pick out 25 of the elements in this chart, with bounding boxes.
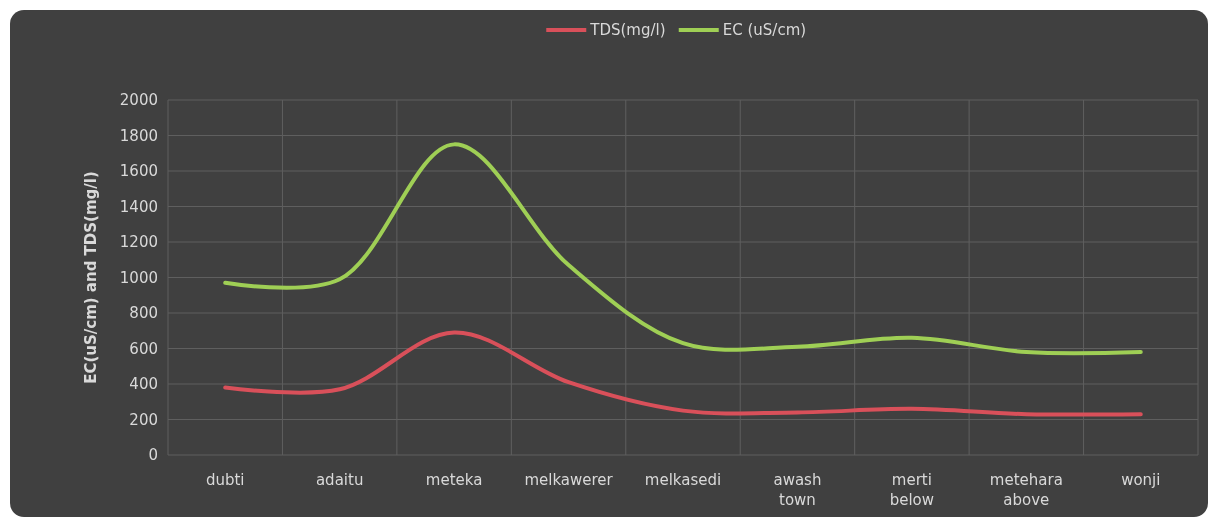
- x-tick-label: melkawerer: [524, 471, 614, 489]
- x-tick-label: metehara above: [989, 471, 1063, 509]
- y-tick-label: 600: [129, 339, 158, 358]
- x-tick-label: adaitu: [315, 471, 364, 489]
- y-tick-label: 1000: [119, 268, 158, 287]
- y-tick-label: 800: [129, 304, 158, 323]
- x-tick-label: wonji: [1121, 471, 1161, 489]
- x-tick-label: dubti: [205, 471, 245, 489]
- x-tick-label: awash town: [773, 471, 822, 509]
- legend-label: EC (uS/cm): [722, 21, 807, 40]
- y-tick-label: 1400: [119, 197, 158, 216]
- y-tick-label: 1600: [119, 162, 158, 181]
- line-series: [223, 142, 1143, 356]
- y-tick-label: 200: [129, 410, 158, 429]
- x-tick-label: meteka: [425, 471, 483, 489]
- legend-label: TDS(mg/l): [589, 21, 666, 40]
- x-tick-label: merti below: [889, 471, 935, 509]
- line-series: [223, 330, 1143, 417]
- y-tick-label: 1200: [119, 233, 158, 252]
- y-tick-label: 2000: [119, 91, 158, 110]
- y-axis-title: EC(uS/cm) and TDS(mg/l): [82, 171, 100, 384]
- x-tick-label: melkasedi: [644, 471, 722, 489]
- y-tick-label: 400: [129, 375, 158, 394]
- y-tick-label: 1800: [119, 126, 158, 145]
- y-tick-label: 0: [148, 446, 158, 465]
